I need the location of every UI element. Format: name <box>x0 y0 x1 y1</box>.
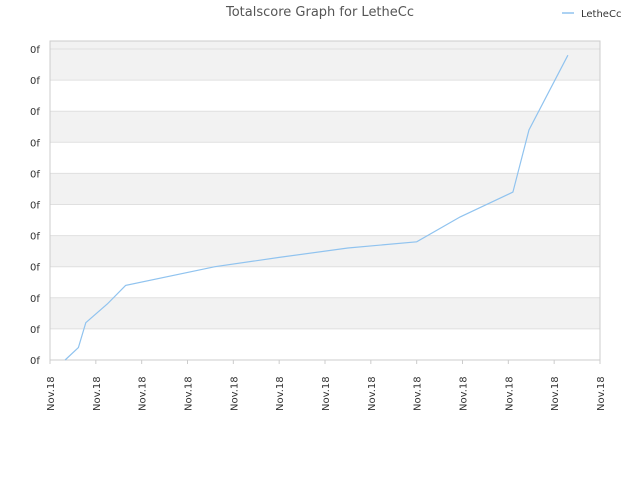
series-layer <box>64 54 569 361</box>
grid-band <box>50 41 600 49</box>
plot-background <box>49 40 601 361</box>
legend-label: LetheCc <box>581 9 621 20</box>
grid-band <box>50 173 600 205</box>
grid-band <box>50 49 600 81</box>
grid-band <box>50 297 600 329</box>
x-tick-label: Nov.18 <box>367 376 378 411</box>
series-line-lethecc <box>64 54 569 361</box>
y-tick-label: 0f <box>30 169 40 180</box>
x-tick-label: Nov.18 <box>459 376 470 411</box>
x-tick-label: Nov.18 <box>46 376 57 411</box>
x-tick-label: Nov.18 <box>229 376 240 411</box>
y-tick-label: 0f <box>30 356 40 367</box>
y-tick-label: 0f <box>30 107 40 118</box>
y-tick-label: 0f <box>30 325 40 336</box>
x-tick-label: Nov.18 <box>184 376 195 411</box>
x-tick-label: Nov.18 <box>275 376 286 411</box>
y-tick-label: 0f <box>30 138 40 149</box>
x-tick-label: Nov.18 <box>138 376 149 411</box>
x-tick-label: Nov.18 <box>321 376 332 411</box>
y-tick-label: 0f <box>30 263 40 274</box>
y-tick-label: 0f <box>30 232 40 243</box>
grid-band <box>50 111 600 143</box>
x-axis-tick-labels: Nov.18 Nov.18 Nov.18 Nov.18 Nov.18 Nov.18 Nov.… <box>46 360 607 411</box>
legend: LetheCc <box>562 9 621 20</box>
x-tick-label: Nov.18 <box>92 376 103 411</box>
x-tick-label: Nov.18 <box>413 376 424 411</box>
x-tick-label: Nov.18 <box>504 376 515 411</box>
chart-title: Totalscore Graph for LetheCc <box>225 5 414 20</box>
y-tick-label: 0f <box>30 201 40 212</box>
x-tick-label: Nov.18 <box>550 376 561 411</box>
y-axis-tick-labels: 0f 0f 0f 0f 0f 0f 0f 0f 0f 0f 0f <box>30 45 40 367</box>
y-tick-label: 0f <box>30 294 40 305</box>
y-tick-label: 0f <box>30 45 40 56</box>
x-tick-label: Nov.18 <box>596 376 607 411</box>
y-tick-label: 0f <box>30 76 40 87</box>
